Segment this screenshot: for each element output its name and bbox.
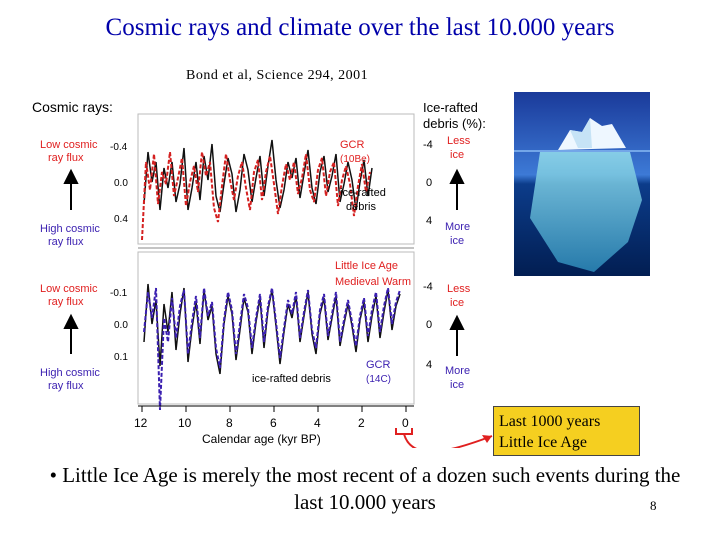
- x-tick-7: 0: [402, 416, 409, 430]
- top-right-tick-2: 0: [426, 177, 432, 189]
- medieval-warm-label: Medieval Warm: [335, 276, 411, 288]
- less-ice-label-bottom: Less: [447, 283, 471, 295]
- top-left-tick-3: 0.4: [114, 214, 128, 225]
- bottom-left-tick-2: 0.0: [114, 320, 128, 331]
- cosmic-rays-header: Cosmic rays:: [32, 99, 113, 115]
- top-gcr-series: [141, 151, 371, 241]
- x-tick-5: 4: [314, 416, 321, 430]
- gcr-10be-label: GCR: [340, 139, 365, 151]
- x-axis-label: Calendar age (kyr BP): [202, 432, 321, 446]
- low-flux-label-top-2: ray flux: [48, 152, 84, 164]
- arrow-up-icon: [449, 168, 465, 210]
- slide-number: 8: [650, 498, 657, 513]
- arrow-up-icon: [449, 314, 465, 356]
- high-flux-label-bottom-2: ray flux: [48, 380, 84, 392]
- bottom-right-tick-3: 4: [426, 359, 432, 371]
- bottom-right-tick-1: -4: [423, 281, 433, 293]
- bullet-point: • Little Ice Age is merely the most rece…: [49, 463, 681, 514]
- arrow-up-icon: [63, 313, 79, 354]
- x-tick-6: 2: [358, 416, 365, 430]
- less-ice-label-top: Less: [447, 135, 471, 147]
- bottom-left-tick-1: -0.1: [110, 288, 128, 299]
- top-debris-label: ice-rafted: [340, 187, 386, 199]
- bottom-debris-series: [143, 283, 401, 375]
- bottom-gcr-series: [143, 287, 401, 411]
- more-ice-label-bottom: More: [445, 365, 470, 377]
- bottom-panel: -0.1 0.0 0.1 -4 0 4 Little Ice Age Medie…: [110, 247, 433, 411]
- citation: Bond et al, Science 294, 2001: [186, 68, 369, 83]
- top-left-tick-1: -0.4: [110, 142, 128, 153]
- top-right-tick-3: 4: [426, 215, 432, 227]
- little-ice-age-label: Little Ice Age: [335, 260, 398, 272]
- low-flux-label-top: Low cosmic: [40, 139, 98, 151]
- bottom-debris-label: ice-rafted debris: [252, 373, 331, 385]
- less-ice-label-bottom-2: ice: [450, 297, 464, 309]
- low-flux-label-bottom-2: ray flux: [48, 296, 84, 308]
- more-ice-label-top: More: [445, 221, 470, 233]
- x-tick-2: 10: [178, 416, 192, 430]
- high-flux-label-bottom: High cosmic: [40, 367, 100, 379]
- low-flux-label-bottom: Low cosmic: [40, 283, 98, 295]
- high-flux-label-top-2: ray flux: [48, 236, 84, 248]
- less-ice-label-top-2: ice: [450, 149, 464, 161]
- arrowhead-icon: [482, 435, 492, 443]
- bottom-right-tick-2: 0: [426, 319, 432, 331]
- arrow-up-icon: [63, 168, 79, 210]
- callout-arrow: [403, 433, 493, 448]
- bottom-left-tick-3: 0.1: [114, 352, 128, 363]
- gcr-10be-label-2: (10Be): [340, 154, 370, 165]
- callout-line-1: Last 1000 years: [499, 413, 601, 430]
- x-tick-4: 6: [270, 416, 277, 430]
- high-flux-label-top: High cosmic: [40, 223, 100, 235]
- callout-line-2: Little Ice Age: [499, 434, 587, 451]
- x-tick-3: 8: [226, 416, 233, 430]
- gcr-14c-label: GCR: [366, 359, 391, 371]
- more-ice-label-top-2: ice: [450, 235, 464, 247]
- top-left-tick-2: 0.0: [114, 178, 128, 189]
- top-debris-label-2: debris: [346, 201, 376, 213]
- more-ice-label-bottom-2: ice: [450, 379, 464, 391]
- x-axis: 12 10 8 6 4 2 0 Calendar age (kyr BP): [134, 405, 414, 446]
- debris-percent-header: debris (%):: [423, 116, 486, 131]
- top-right-tick-1: -4: [423, 139, 433, 151]
- ice-rafted-header: Ice-rafted: [423, 100, 478, 115]
- x-tick-1: 12: [134, 416, 148, 430]
- slide-title: Cosmic rays and climate over the last 10…: [105, 14, 615, 41]
- top-panel: -0.4 0.0 0.4 -4 0 4 GCR (10Be) ice-rafte…: [110, 113, 433, 245]
- iceberg-photo: [514, 92, 650, 276]
- little-ice-age-callout: Last 1000 years Little Ice Age: [493, 406, 640, 456]
- climate-figure: Cosmic rays: Ice-rafted debris (%): Low …: [32, 92, 650, 448]
- gcr-14c-label-2: (14C): [366, 374, 391, 385]
